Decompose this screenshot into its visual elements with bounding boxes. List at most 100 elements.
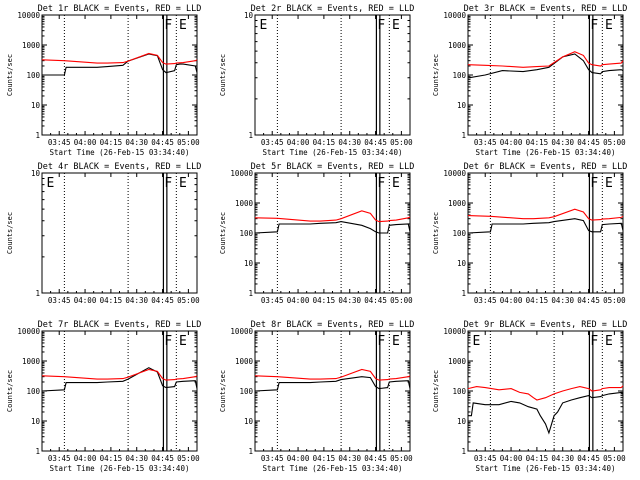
y-tick-label: 100 [239, 387, 253, 396]
panel-6: Det 6r BLACK = Events, RED = LLD 1 10 100 10… [432, 162, 627, 305]
x-axis-label: Start Time (26-Feb-15 03:34:40) [476, 464, 616, 473]
x-tick-label: 04:00 [287, 296, 310, 305]
x-tick-label: 04:45 [577, 296, 600, 305]
y-tick-label: 1000 [448, 199, 467, 208]
marker-label-f: F [164, 176, 172, 191]
x-tick-label: 04:30 [125, 454, 148, 463]
x-axis-label: Start Time (26-Feb-15 03:34:40) [263, 148, 403, 157]
plot-frame [467, 172, 624, 294]
panel-5: Det 5r BLACK = Events, RED = LLD 1 10 100 10… [219, 162, 414, 305]
lld-series-line [41, 368, 198, 381]
y-axis-label: Counts/sec [6, 370, 14, 412]
x-tick-label: 03:45 [48, 296, 71, 305]
panel-title: Det 5r BLACK = Events, RED = LLD [251, 162, 415, 172]
y-tick-label: 100 [26, 387, 40, 396]
x-tick-label: 04:00 [500, 296, 523, 305]
marker-label-e: E [179, 334, 187, 349]
y-tick-label: 1000 [22, 357, 41, 366]
x-axis-label: Start Time (26-Feb-15 03:34:40) [50, 464, 190, 473]
x-tick-label: 04:15 [313, 138, 336, 147]
y-tick-label: 10000 [443, 327, 466, 336]
x-tick-label: 04:00 [287, 454, 310, 463]
y-tick-label: 1 [35, 447, 40, 456]
lld-series-line [254, 210, 411, 223]
y-tick-label: 10000 [17, 11, 40, 20]
y-tick-label: 10 [31, 417, 41, 426]
x-tick-label: 04:00 [500, 138, 523, 147]
x-tick-label: 03:45 [261, 296, 284, 305]
marker-label-e: E [46, 176, 54, 191]
marker-label-e: E [605, 18, 613, 33]
x-tick-label: 04:45 [151, 296, 174, 305]
y-tick-label: 100 [452, 387, 466, 396]
marker-label-e: E [392, 334, 400, 349]
plot-frame [41, 172, 198, 294]
x-tick-label: 05:00 [177, 454, 200, 463]
panel-2: Det 2r BLACK = Events, RED = LLD 1 10 03:45… [219, 4, 414, 157]
x-tick-label: 03:45 [474, 296, 497, 305]
x-tick-label: 04:15 [526, 138, 549, 147]
panel-title: Det 7r BLACK = Events, RED = LLD [38, 320, 202, 330]
y-tick-label: 10 [457, 259, 467, 268]
marker-label-e: E [179, 18, 187, 33]
x-tick-label: 04:15 [526, 454, 549, 463]
y-tick-label: 10000 [230, 327, 253, 336]
x-tick-label: 05:00 [390, 138, 413, 147]
y-axis-label: Counts/sec [432, 54, 440, 96]
plot-frame [467, 14, 624, 136]
y-tick-label: 1 [248, 131, 253, 140]
marker-label-e: E [259, 18, 267, 33]
y-tick-label: 1000 [235, 199, 254, 208]
y-tick-label: 1000 [448, 357, 467, 366]
marker-label-f: F [164, 334, 172, 349]
panel-title: Det 2r BLACK = Events, RED = LLD [251, 4, 415, 14]
x-tick-label: 03:45 [474, 454, 497, 463]
x-tick-label: 04:30 [338, 138, 361, 147]
y-tick-label: 10000 [443, 169, 466, 178]
panel-title: Det 6r BLACK = Events, RED = LLD [464, 162, 628, 172]
x-tick-label: 04:15 [100, 454, 123, 463]
y-tick-label: 10 [457, 101, 467, 110]
x-tick-label: 04:15 [313, 296, 336, 305]
x-tick-label: 03:45 [48, 138, 71, 147]
x-tick-label: 03:45 [48, 454, 71, 463]
y-tick-label: 10 [31, 169, 41, 178]
x-tick-label: 03:45 [474, 138, 497, 147]
x-tick-label: 04:00 [74, 138, 97, 147]
x-axis-label: Start Time (26-Feb-15 03:34:40) [50, 148, 190, 157]
x-tick-label: 04:45 [364, 296, 387, 305]
events-series-line [41, 367, 198, 392]
y-tick-label: 10 [244, 259, 254, 268]
x-tick-label: 04:30 [551, 454, 574, 463]
y-tick-label: 10000 [230, 169, 253, 178]
y-tick-label: 10 [457, 417, 467, 426]
y-tick-label: 1 [248, 447, 253, 456]
x-tick-label: 04:30 [338, 454, 361, 463]
x-tick-label: 04:45 [151, 454, 174, 463]
x-tick-label: 04:30 [125, 296, 148, 305]
y-tick-label: 1 [461, 131, 466, 140]
y-tick-label: 10 [244, 417, 254, 426]
x-tick-label: 05:00 [177, 138, 200, 147]
x-tick-label: 04:45 [151, 138, 174, 147]
x-tick-label: 04:45 [577, 138, 600, 147]
y-axis-label: Counts/sec [6, 212, 14, 254]
x-tick-label: 04:30 [338, 296, 361, 305]
panel-title: Det 9r BLACK = Events, RED = LLD [464, 320, 628, 330]
x-tick-label: 05:00 [603, 296, 626, 305]
events-series-line [254, 376, 411, 392]
panel-title: Det 4r BLACK = Events, RED = LLD [38, 162, 202, 172]
marker-label-f: F [164, 18, 172, 33]
plot-frame [41, 14, 198, 136]
marker-label-e: E [392, 176, 400, 191]
y-tick-label: 1 [248, 289, 253, 298]
marker-label-f: F [377, 176, 385, 191]
y-axis-label: Counts/sec [6, 54, 14, 96]
y-tick-label: 1 [461, 447, 466, 456]
x-tick-label: 05:00 [603, 138, 626, 147]
y-tick-label: 100 [452, 71, 466, 80]
x-tick-label: 05:00 [390, 296, 413, 305]
x-tick-label: 04:30 [551, 296, 574, 305]
x-tick-label: 04:30 [551, 138, 574, 147]
